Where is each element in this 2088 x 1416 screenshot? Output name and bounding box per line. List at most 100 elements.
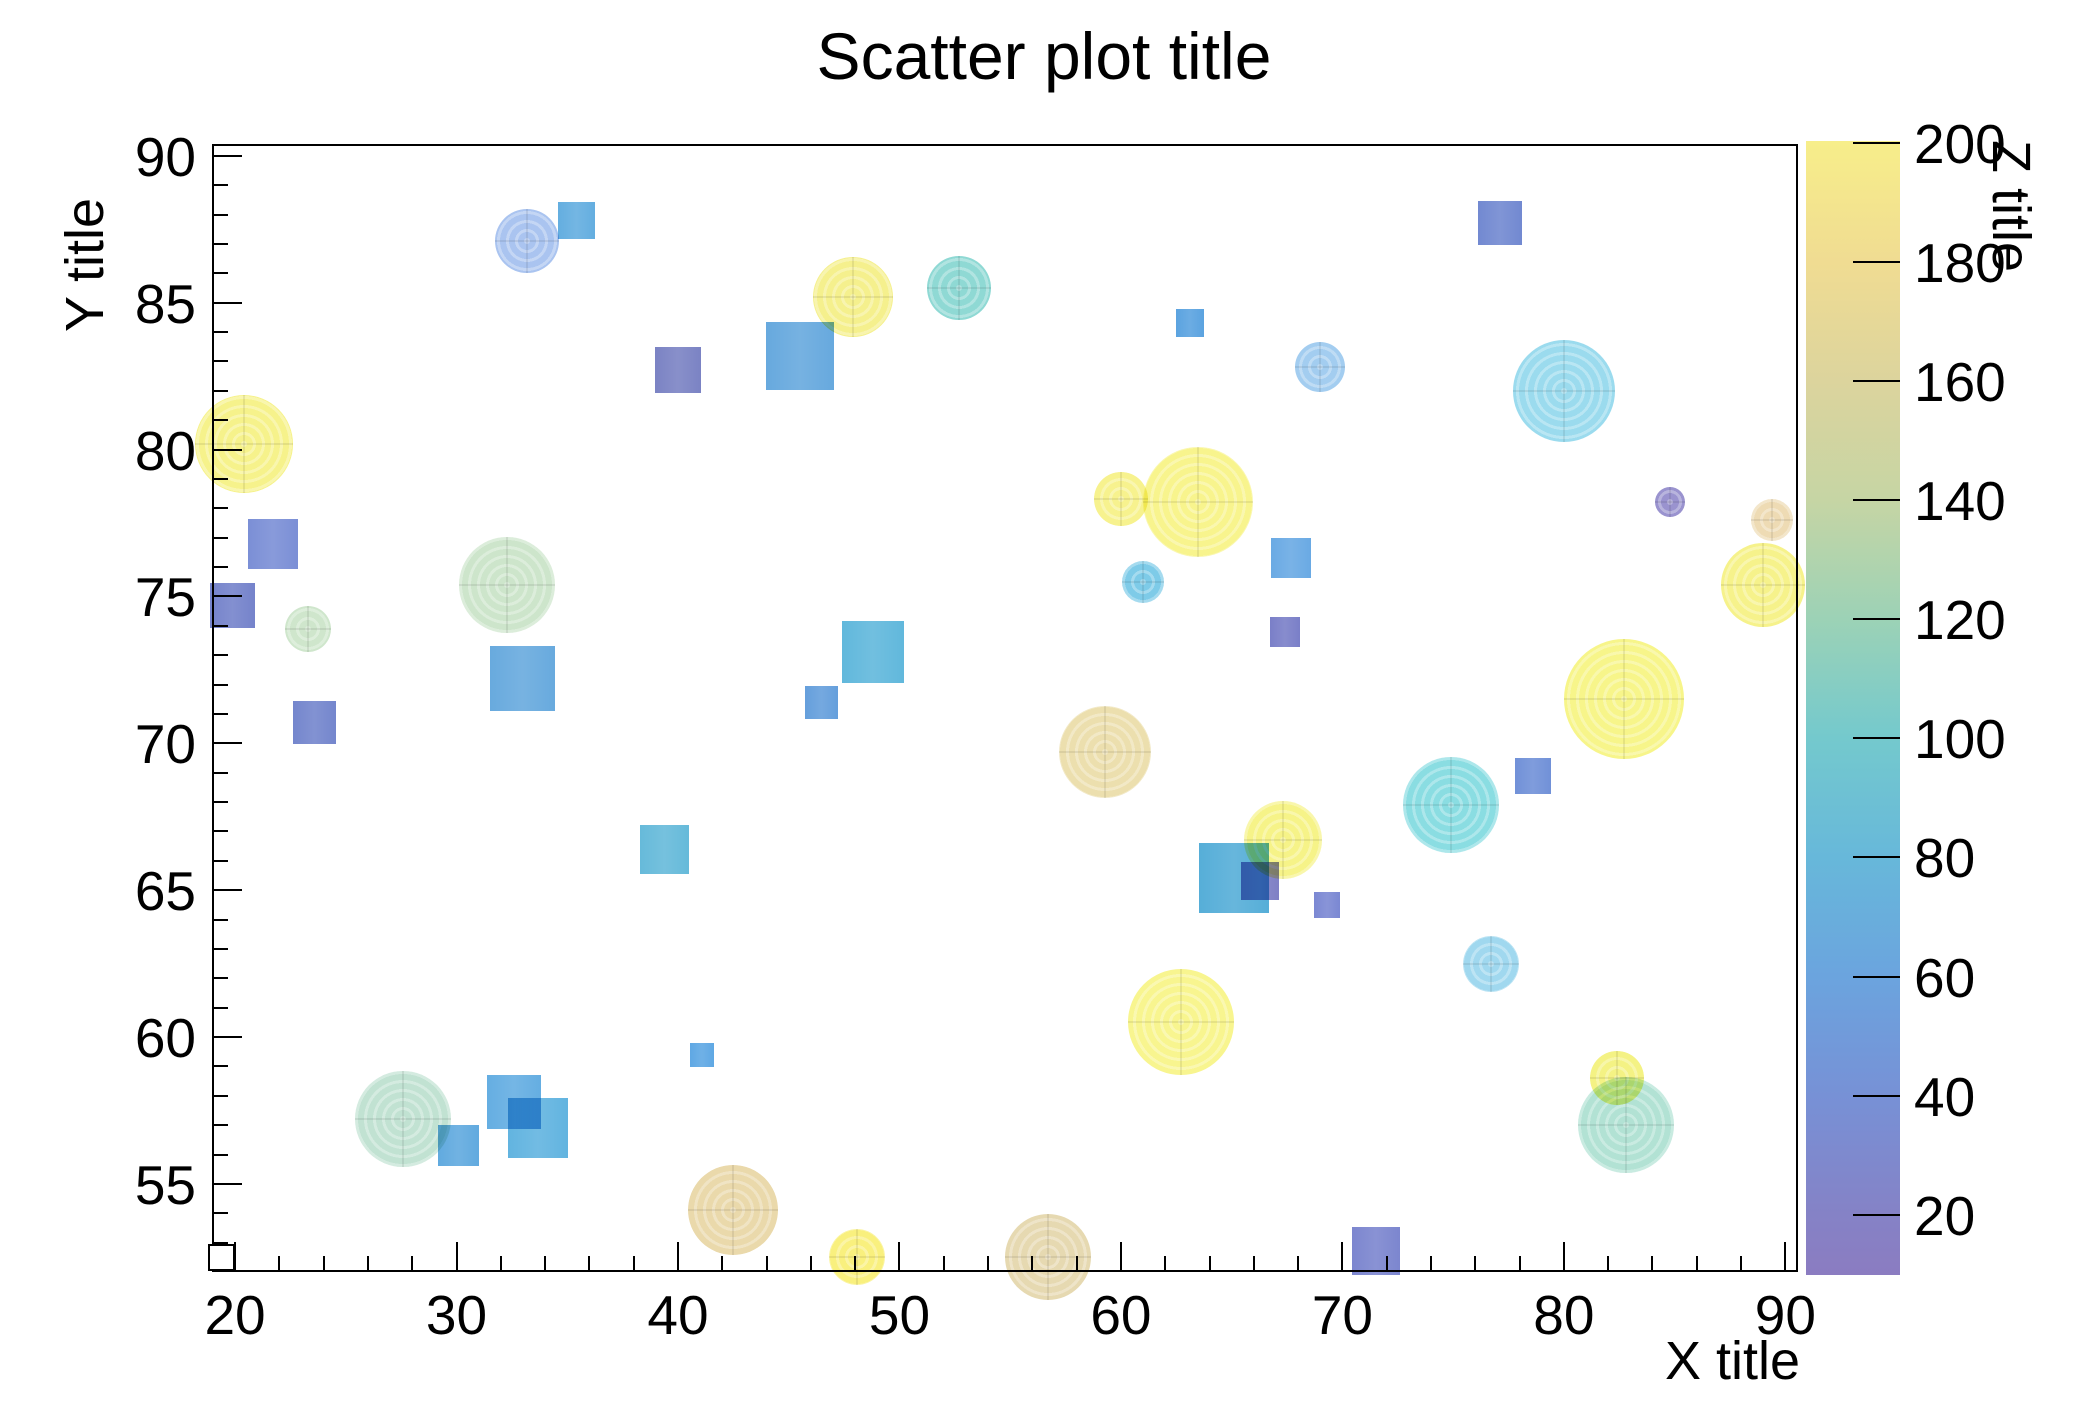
- z-tick: [1853, 975, 1900, 978]
- scatter-marker-circle: [927, 255, 992, 320]
- x-minor-tick: [1518, 1256, 1521, 1272]
- scatter-marker-circle: [812, 256, 893, 337]
- y-minor-tick: [212, 830, 228, 833]
- y-minor-tick: [212, 242, 228, 245]
- scatter-marker-circle: [1563, 639, 1684, 760]
- x-minor-tick: [1430, 1256, 1432, 1272]
- scatter-marker-square: [508, 1098, 569, 1159]
- y-minor-tick: [212, 859, 228, 862]
- plot-frame: [212, 144, 1798, 1272]
- z-tick-label: 100: [1914, 708, 2006, 771]
- x-major-tick: [1784, 1242, 1787, 1272]
- y-tick-label: 65: [134, 860, 196, 923]
- scatter-marker-square: [1351, 1227, 1400, 1276]
- scatter-marker-square: [640, 824, 690, 874]
- y-tick-label: 85: [134, 272, 196, 335]
- y-minor-tick: [212, 331, 228, 333]
- chart-title: Scatter plot title: [816, 19, 1272, 93]
- scatter-marker-square: [1477, 201, 1522, 246]
- x-minor-tick: [411, 1256, 414, 1272]
- x-minor-tick: [1208, 1256, 1211, 1272]
- scatter-marker-square: [1269, 616, 1300, 647]
- x-minor-tick: [942, 1256, 945, 1272]
- x-minor-tick: [1740, 1256, 1743, 1272]
- x-major-tick: [1562, 1242, 1565, 1272]
- y-major-tick: [212, 742, 242, 745]
- y-tick-label: 55: [134, 1153, 196, 1216]
- y-minor-tick: [212, 360, 228, 363]
- x-minor-tick: [1474, 1256, 1477, 1272]
- z-tick-label: 140: [1914, 470, 2006, 533]
- y-minor-tick: [212, 771, 228, 774]
- x-minor-tick: [987, 1256, 990, 1272]
- scatter-marker-square: [1271, 538, 1312, 579]
- z-tick: [1853, 141, 1900, 144]
- y-major-tick: [212, 154, 242, 157]
- z-tick: [1853, 856, 1900, 859]
- x-minor-tick: [588, 1256, 591, 1272]
- x-minor-tick: [278, 1256, 281, 1272]
- scatter-marker-circle: [1295, 342, 1346, 393]
- z-tick-label: 60: [1914, 946, 1976, 1009]
- y-minor-tick: [212, 1153, 228, 1156]
- z-tick-label: 120: [1914, 589, 2006, 652]
- scatter-marker-circle: [1093, 472, 1148, 527]
- x-major-tick: [1341, 1242, 1344, 1272]
- scatter-marker-square: [438, 1125, 480, 1167]
- z-tick-label: 20: [1914, 1184, 1976, 1247]
- scatter-marker-square: [208, 1243, 236, 1271]
- y-minor-tick: [212, 1065, 228, 1068]
- z-tick: [1853, 1213, 1900, 1216]
- y-minor-tick: [212, 184, 228, 187]
- scatter-marker-square: [490, 646, 556, 712]
- z-tick-label: 80: [1914, 827, 1976, 890]
- y-major-tick: [212, 889, 242, 892]
- x-major-tick: [676, 1242, 679, 1272]
- y-minor-tick: [212, 1006, 228, 1009]
- y-minor-tick: [212, 801, 228, 803]
- scatter-marker-square: [1241, 862, 1280, 901]
- scatter-marker-square: [841, 621, 904, 684]
- scatter-marker-circle: [495, 208, 560, 273]
- scatter-marker-square: [654, 347, 701, 394]
- x-minor-tick: [1297, 1256, 1300, 1272]
- y-minor-tick: [212, 712, 228, 715]
- x-major-tick: [898, 1242, 901, 1272]
- y-major-tick: [212, 1182, 242, 1185]
- x-major-tick: [1119, 1242, 1122, 1272]
- z-tick: [1853, 499, 1900, 502]
- scatter-marker-square: [557, 201, 595, 239]
- scatter-marker-circle: [829, 1229, 886, 1286]
- scatter-marker-square: [1313, 891, 1340, 918]
- y-axis-title: Y title: [55, 197, 115, 332]
- scatter-marker-square: [690, 1042, 715, 1067]
- y-tick-label: 75: [134, 566, 196, 629]
- scatter-marker-square: [1514, 757, 1551, 794]
- x-minor-tick: [1607, 1256, 1610, 1272]
- x-minor-tick: [1252, 1256, 1255, 1272]
- y-major-tick: [212, 1036, 242, 1038]
- z-tick-label: 200: [1914, 112, 2006, 175]
- z-axis-title: Z title: [1981, 140, 2041, 273]
- z-tick: [1853, 1094, 1900, 1097]
- x-tick-label: 50: [868, 1284, 931, 1346]
- y-minor-tick: [212, 536, 228, 539]
- scatter-marker-square: [247, 518, 298, 569]
- x-minor-tick: [322, 1256, 325, 1272]
- x-minor-tick: [544, 1256, 547, 1272]
- z-tick-label: 160: [1914, 351, 2006, 414]
- x-minor-tick: [1164, 1256, 1167, 1272]
- y-minor-tick: [212, 507, 228, 510]
- y-minor-tick: [212, 654, 228, 657]
- x-minor-tick: [809, 1256, 812, 1272]
- y-minor-tick: [212, 977, 228, 980]
- z-tick: [1853, 618, 1900, 621]
- scatter-marker-square: [765, 321, 834, 390]
- scatter-marker-circle: [1655, 487, 1686, 518]
- y-tick-label: 70: [134, 713, 196, 776]
- y-major-tick: [212, 301, 242, 304]
- x-tick-label: 70: [1311, 1284, 1373, 1346]
- scatter-marker-square: [805, 685, 839, 719]
- x-major-tick: [455, 1242, 458, 1272]
- scatter-marker-circle: [1402, 756, 1499, 853]
